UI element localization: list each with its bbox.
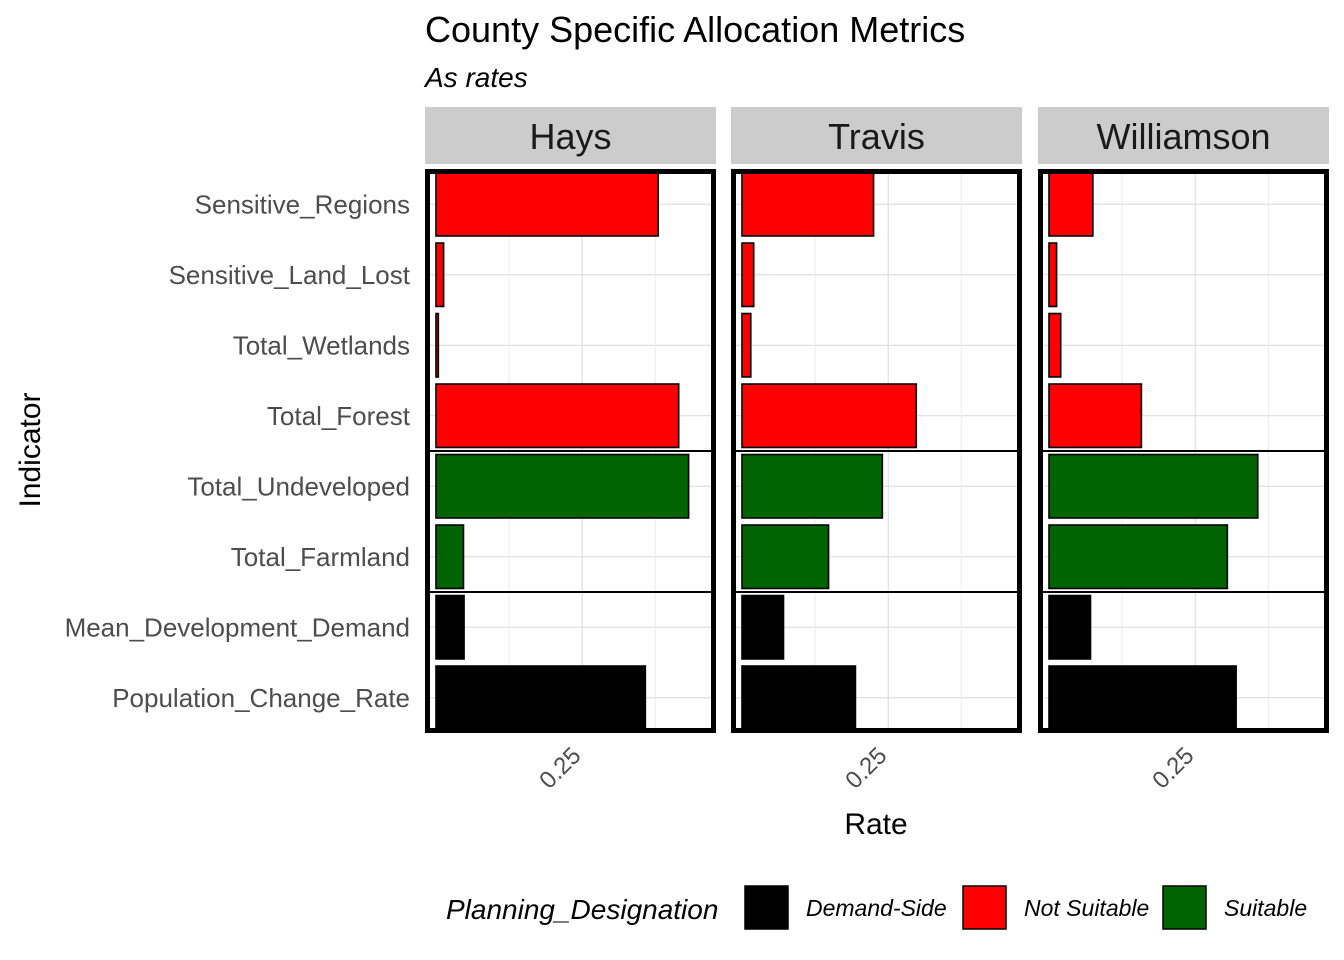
- bar-travis-population-change-rate: [741, 665, 857, 731]
- category-label: Total_Farmland: [231, 542, 410, 572]
- facet-strip: [1038, 107, 1329, 164]
- chart-title: County Specific Allocation Metrics: [425, 9, 965, 50]
- bar-hays-total-farmland: [435, 524, 465, 590]
- bar-hays-mean-development-demand: [435, 594, 465, 660]
- bar-hays-population-change-rate: [435, 665, 647, 731]
- facet-panel-williamson: Williamson 0.25: [1038, 107, 1329, 794]
- bar-williamson-mean-development-demand: [1048, 594, 1092, 660]
- legend-key-demand-side: [744, 885, 789, 930]
- legend-key-not-suitable: [962, 885, 1007, 930]
- bar-hays-total-undeveloped: [435, 453, 690, 519]
- legend-label: Demand-Side: [806, 895, 947, 921]
- category-label: Total_Forest: [267, 401, 411, 431]
- facet-panel-hays: Hays 0.25: [425, 107, 716, 794]
- bar-travis-mean-development-demand: [741, 594, 785, 660]
- facet-strip: [425, 107, 716, 164]
- legend-label: Suitable: [1224, 895, 1307, 921]
- legend-key-suitable: [1162, 885, 1207, 930]
- category-label: Population_Change_Rate: [112, 683, 410, 713]
- bar-hays-sensitive-regions: [435, 171, 660, 237]
- bar-hays-total-forest: [435, 383, 680, 449]
- x-axis-title: Rate: [844, 808, 907, 841]
- chart-subtitle: As rates: [423, 62, 528, 93]
- bar-williamson-total-farmland: [1048, 524, 1229, 590]
- y-axis-title: Indicator: [14, 392, 47, 507]
- bar-williamson-population-change-rate: [1048, 665, 1237, 731]
- facet-strip-label: Hays: [529, 116, 611, 157]
- x-tick-label: 0.25: [534, 742, 586, 794]
- bar-williamson-sensitive-land-lost: [1048, 242, 1058, 308]
- facet-strip: [731, 107, 1022, 164]
- x-tick-label: 0.25: [1147, 742, 1199, 794]
- category-label: Total_Undeveloped: [187, 471, 410, 501]
- panel-border: [1038, 169, 1329, 733]
- bar-hays-sensitive-land-lost: [435, 242, 445, 308]
- facet-panel-travis: Travis 0.25: [731, 107, 1022, 794]
- panel-border: [425, 169, 716, 733]
- panel-border: [731, 169, 1022, 733]
- category-label: Sensitive_Regions: [195, 189, 410, 219]
- bar-williamson-total-wetlands: [1048, 312, 1062, 378]
- bar-williamson-sensitive-regions: [1048, 171, 1094, 237]
- bar-travis-total-forest: [741, 383, 918, 449]
- bar-williamson-total-forest: [1048, 383, 1143, 449]
- bar-hays-total-wetlands: [435, 312, 440, 378]
- legend: Planning_Designation Demand-Side Not Suit…: [446, 885, 1307, 930]
- facet-panels: Hays 0.25 Travis 0.25 Williamson 0.25: [425, 107, 1329, 794]
- bar-travis-total-undeveloped: [741, 453, 884, 519]
- bar-travis-total-farmland: [741, 524, 830, 590]
- legend-title: Planning_Designation: [446, 894, 718, 925]
- legend-label: Not Suitable: [1024, 895, 1149, 921]
- x-tick-label: 0.25: [840, 742, 892, 794]
- category-label: Mean_Development_Demand: [65, 612, 410, 642]
- category-labels: Sensitive_Regions Sensitive_Land_Lost Tota…: [65, 189, 411, 713]
- bar-travis-total-wetlands: [741, 312, 752, 378]
- bar-williamson-total-undeveloped: [1048, 453, 1259, 519]
- facet-strip-label: Travis: [828, 116, 925, 157]
- category-label: Sensitive_Land_Lost: [169, 260, 411, 290]
- category-label: Total_Wetlands: [233, 330, 410, 360]
- bar-travis-sensitive-land-lost: [741, 242, 755, 308]
- facet-strip-label: Williamson: [1096, 116, 1270, 157]
- bar-travis-sensitive-regions: [741, 171, 875, 237]
